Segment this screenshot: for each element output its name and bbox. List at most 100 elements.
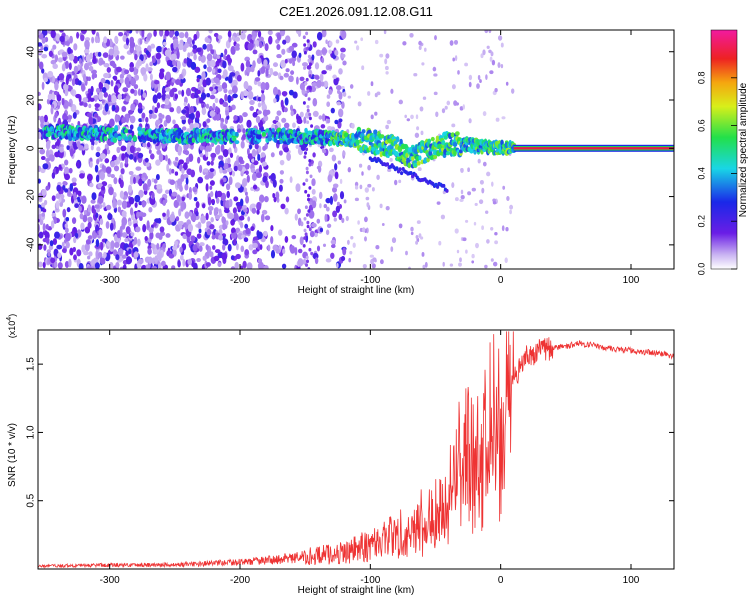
spectral-pixel: [92, 57, 97, 64]
x-tick-label: 0: [498, 575, 504, 586]
spectral-pixel: [178, 159, 185, 165]
spectral-pixel: [434, 35, 437, 41]
spectral-pixel: [328, 141, 333, 147]
spectral-pixel: [199, 164, 203, 174]
spectral-pixel: [303, 116, 307, 124]
spectral-pixel: [361, 227, 366, 233]
spectral-pixel: [56, 184, 62, 192]
spectral-pixel: [338, 68, 343, 75]
spectral-pixel: [232, 232, 237, 239]
spectral-pixel: [173, 42, 177, 50]
spectral-pixel: [235, 243, 239, 251]
spectral-pixel: [161, 87, 166, 96]
spectral-pixel: [314, 62, 320, 70]
spectral-pixel: [267, 130, 272, 137]
spectral-pixel: [250, 203, 257, 209]
spectral-pixel: [50, 220, 55, 229]
spectral-pixel: [77, 190, 82, 197]
spectral-pixel: [474, 202, 478, 206]
steady-tone-core: [513, 147, 674, 150]
spectral-pixel: [416, 126, 420, 131]
spectral-pixel: [114, 49, 120, 56]
spectral-pixel: [235, 253, 241, 260]
spectral-pixel: [98, 81, 104, 90]
spectral-pixel: [192, 244, 198, 252]
spectral-pixel: [148, 206, 153, 213]
spectral-pixel: [219, 98, 224, 105]
spectral-pixel: [138, 118, 143, 123]
spectral-pixel: [509, 204, 514, 210]
spectral-pixel: [445, 188, 449, 193]
spectral-pixel: [192, 44, 198, 50]
spectral-pixel: [349, 250, 353, 255]
spectral-pixel: [68, 258, 72, 268]
spectral-pixel: [63, 115, 69, 121]
spectral-pixel: [435, 111, 439, 118]
spectral-pixel: [103, 251, 107, 259]
spectral-pixel: [65, 76, 69, 85]
y-tick-label: 0.5: [26, 493, 37, 507]
spectral-pixel: [455, 131, 460, 136]
spectral-pixel: [488, 30, 492, 34]
spectral-pixel: [38, 231, 44, 239]
spectral-pixel: [80, 30, 87, 34]
spectral-pixel: [54, 54, 59, 63]
spectral-pixel: [217, 35, 223, 40]
snr-frame: [37, 329, 675, 570]
spectral-pixel: [137, 238, 141, 247]
spectral-pixel: [335, 205, 341, 213]
spectral-pixel: [180, 173, 185, 182]
spectral-pixel: [244, 249, 250, 256]
spectral-pixel: [149, 138, 154, 143]
spectral-pixel: [175, 156, 179, 162]
spectral-pixel: [242, 112, 248, 118]
spectral-pixel: [354, 185, 359, 190]
spectral-pixel: [173, 161, 178, 167]
spectral-pixel: [385, 65, 389, 71]
spectral-pixel: [65, 102, 72, 107]
spectral-pixel: [189, 43, 193, 48]
spectral-pixel: [310, 124, 314, 128]
spectral-pixel: [305, 77, 309, 82]
spectral-pixel: [195, 96, 199, 106]
spectral-pixel: [471, 253, 475, 259]
spectral-pixel: [259, 244, 263, 251]
spectral-pixel: [217, 108, 221, 114]
spectral-pixel: [449, 263, 454, 267]
spectral-pixel: [89, 52, 94, 59]
spectral-pixel: [122, 87, 129, 93]
spectral-pixel: [254, 143, 259, 150]
spectral-pixel: [205, 103, 210, 109]
spectral-pixel: [233, 196, 239, 202]
spectral-pixel: [382, 144, 387, 149]
spectral-pixel: [240, 62, 245, 72]
spectral-pixel: [262, 145, 267, 151]
spectral-pixel: [252, 249, 258, 255]
spectral-pixel: [430, 136, 435, 142]
spectral-pixel: [311, 178, 316, 187]
spectral-pixel: [307, 209, 311, 213]
spectral-pixel: [47, 93, 53, 101]
spectral-pixel: [442, 261, 445, 267]
spectral-pixel: [156, 102, 161, 109]
spectral-pixel: [297, 248, 303, 254]
spectral-pixel: [242, 128, 246, 135]
spectral-pixel: [195, 110, 201, 119]
spectral-pixel: [347, 95, 352, 99]
spectral-pixel: [153, 178, 158, 184]
spectral-pixel: [213, 207, 218, 217]
spectral-pixel: [158, 234, 163, 240]
spectral-pixel: [102, 201, 106, 208]
spectral-pixel: [371, 263, 376, 269]
spectral-pixel: [333, 77, 339, 86]
spectral-pixel: [87, 204, 92, 213]
spectral-pixel: [405, 250, 408, 256]
spectral-pixel: [364, 216, 368, 223]
spectral-pixel: [385, 162, 390, 167]
spectral-pixel: [385, 205, 390, 211]
spectral-pixel: [206, 66, 213, 73]
spectral-pixel: [76, 249, 82, 257]
spectral-pixel: [330, 252, 335, 259]
spectral-pixel: [73, 191, 77, 201]
spectral-pixel: [249, 99, 255, 105]
